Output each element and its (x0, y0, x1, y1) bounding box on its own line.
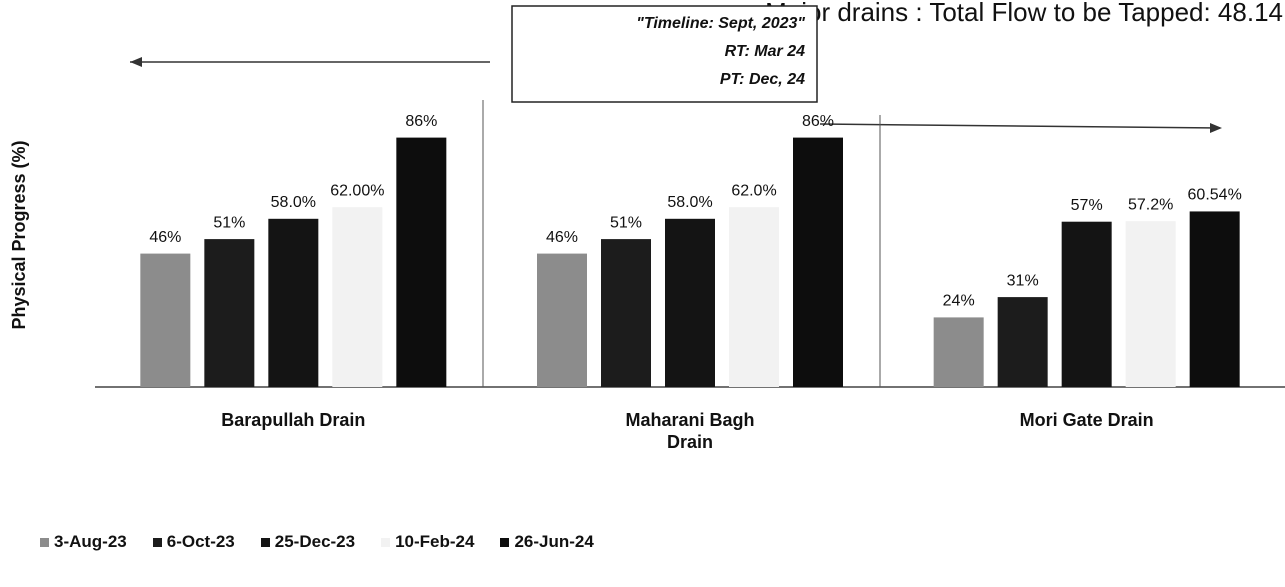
legend-swatch (500, 537, 510, 547)
y-axis-label: Physical Progress (%) (9, 140, 29, 329)
bar (396, 137, 447, 387)
chart-title: Major drains : Total Flow to be Tapped: … (765, 0, 1283, 27)
annotation-box (511, 5, 818, 103)
bar (601, 239, 651, 387)
value-label: 86% (802, 113, 834, 130)
value-label: 57% (1071, 197, 1103, 214)
value-label: 51% (610, 214, 642, 231)
bar (1125, 221, 1176, 387)
legend-item: 26-Jun-24 (500, 532, 594, 552)
arrow-head (130, 57, 142, 67)
value-label: 86% (405, 113, 437, 130)
annotation: "Timeline: Sept, 2023" (636, 15, 805, 32)
legend-item: 10-Feb-24 (381, 532, 474, 552)
value-label: 51% (213, 214, 245, 231)
annotation: RT: Mar 24 (725, 43, 805, 60)
legend-item: 25-Dec-23 (260, 532, 356, 552)
arrow-head (1210, 123, 1222, 133)
legend-label: 6-Oct-23 (166, 532, 235, 551)
legend-label: 3-Aug-23 (54, 532, 127, 551)
legend-item: 6-Oct-23 (152, 532, 235, 552)
x-tick-label: Maharani Bagh Drain (625, 410, 755, 452)
value-label: 24% (943, 293, 975, 310)
value-label: 60.54% (1188, 187, 1242, 204)
value-label: 62.0% (731, 182, 776, 199)
legend: 3-Aug-23 6-Oct-23 25-Dec-23 10-Feb-24 26-Jun… (40, 532, 594, 552)
value-label: 46% (149, 229, 181, 246)
bar (268, 218, 319, 387)
annotation: PT: Dec, 24 (720, 71, 805, 88)
bar (1189, 211, 1240, 387)
bar (332, 207, 383, 387)
x-tick-label: Barapullah Drain (221, 410, 366, 430)
value-label: 31% (1007, 272, 1039, 289)
bar (997, 297, 1048, 387)
legend-label: 25-Dec-23 (274, 532, 356, 551)
bar (933, 317, 984, 387)
value-label: 62.00% (330, 182, 384, 199)
legend-label: 26-Jun-24 (514, 532, 594, 551)
arrow (819, 123, 1221, 129)
value-label: 58.0% (271, 194, 316, 211)
legend-item: 3-Aug-23 (40, 532, 127, 552)
bar (793, 137, 843, 387)
value-label: 58.0% (667, 194, 712, 211)
legend-swatch (152, 537, 162, 547)
legend-label: 10-Feb-24 (395, 532, 475, 551)
bar (140, 253, 191, 387)
value-label: 57.2% (1128, 196, 1173, 213)
bar (1061, 221, 1112, 387)
legend-swatch (40, 537, 49, 547)
bar (729, 207, 779, 387)
x-tick-label: Mori Gate Drain (1019, 410, 1154, 430)
value-label: 46% (546, 229, 578, 246)
bar (537, 253, 587, 387)
bar (204, 239, 255, 387)
legend-swatch (381, 537, 391, 547)
bar (665, 218, 715, 387)
legend-swatch (260, 537, 270, 547)
